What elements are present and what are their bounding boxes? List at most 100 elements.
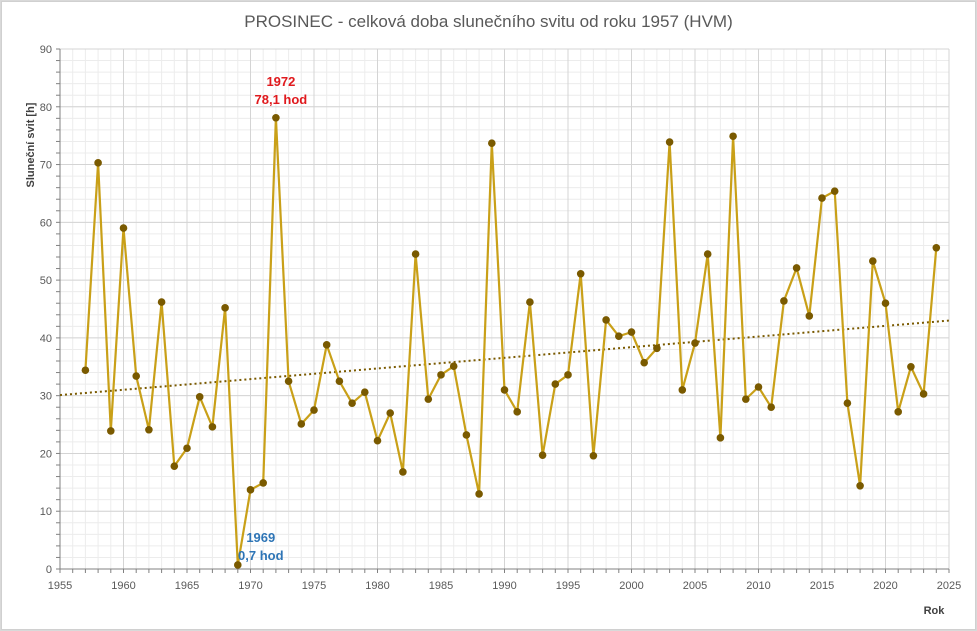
y-tick-label: 20 xyxy=(40,448,52,460)
y-axis-label: Sluneční svit [h] xyxy=(25,102,37,187)
min-annotation-value: 0,7 hod xyxy=(238,548,284,563)
data-point xyxy=(894,408,902,416)
y-tick-label: 40 xyxy=(40,333,52,345)
data-point xyxy=(107,427,115,435)
data-point xyxy=(576,269,585,278)
annotations: 1972 78,1 hod 1969 0,7 hod xyxy=(238,74,307,563)
data-point xyxy=(754,383,763,391)
x-tick-label: 2020 xyxy=(873,580,897,592)
data-point xyxy=(297,420,306,428)
data-point xyxy=(386,409,395,417)
data-point xyxy=(653,344,661,353)
data-point xyxy=(157,298,166,306)
data-point xyxy=(792,264,801,272)
data-point xyxy=(462,431,471,439)
data-point xyxy=(221,304,229,312)
data-point xyxy=(551,380,560,388)
x-tick-label: 2010 xyxy=(746,580,770,592)
data-point xyxy=(411,250,420,258)
data-point xyxy=(94,159,102,167)
x-axis-label: Rok xyxy=(924,605,946,617)
data-point xyxy=(208,423,217,431)
data-point xyxy=(488,139,496,147)
trendline-line xyxy=(59,319,950,397)
data-point xyxy=(919,390,928,398)
x-tick-label: 1970 xyxy=(238,580,262,592)
data-point xyxy=(361,388,369,397)
data-point xyxy=(373,436,382,445)
data-point xyxy=(526,298,534,306)
data-point xyxy=(132,372,140,380)
data-point xyxy=(678,386,687,394)
series-line xyxy=(84,116,938,567)
data-point xyxy=(615,332,623,340)
data-point xyxy=(640,358,648,367)
data-point xyxy=(335,377,344,386)
data-point xyxy=(716,434,725,442)
data-point xyxy=(830,187,839,195)
data-point xyxy=(234,561,242,569)
data-point xyxy=(665,138,674,146)
data-point xyxy=(869,257,877,265)
data-point xyxy=(703,250,712,258)
data-point xyxy=(932,243,941,252)
data-point xyxy=(513,408,521,416)
max-annotation-value: 78,1 hod xyxy=(255,92,308,107)
data-point xyxy=(780,297,788,305)
trendline xyxy=(59,319,950,397)
x-tick-label: 1980 xyxy=(365,580,389,592)
x-tick-label: 1955 xyxy=(48,580,72,592)
x-tick-label: 1990 xyxy=(492,580,516,592)
data-point xyxy=(449,362,458,371)
data-point xyxy=(195,393,204,401)
y-tick-label: 80 xyxy=(40,102,52,114)
chart-title: PROSINEC - celková doba slunečního svitu… xyxy=(244,12,733,31)
data-point xyxy=(767,403,775,412)
data-point xyxy=(183,444,191,453)
data-point xyxy=(564,371,572,379)
data-point xyxy=(818,194,826,202)
data-point xyxy=(399,468,407,476)
x-tick-label: 1985 xyxy=(429,580,453,592)
x-tick-label: 2005 xyxy=(683,580,707,592)
data-point xyxy=(272,113,280,122)
data-point xyxy=(627,328,636,336)
data-point xyxy=(742,395,750,403)
data-point xyxy=(589,451,598,460)
y-tick-label: 60 xyxy=(40,217,52,229)
data-point xyxy=(437,371,445,379)
data-point xyxy=(119,224,128,232)
data-point xyxy=(907,362,915,371)
x-tick-labels: 1955 1960 1965 1970 1975 1980 1985 1990 1995 2000… xyxy=(48,580,961,592)
data-point xyxy=(475,490,483,498)
x-tick-label: 1960 xyxy=(111,580,135,592)
data-point xyxy=(322,341,331,349)
x-tick-label: 2015 xyxy=(810,580,834,592)
data-series xyxy=(81,113,941,569)
x-tick-label: 2000 xyxy=(619,580,643,592)
data-point xyxy=(348,399,356,407)
data-point xyxy=(856,482,864,490)
data-point xyxy=(246,486,255,494)
x-tick-label: 1975 xyxy=(302,580,326,592)
data-point xyxy=(602,316,610,324)
x-tick-label: 1995 xyxy=(556,580,580,592)
data-point xyxy=(805,312,814,320)
data-point xyxy=(310,406,318,414)
y-tick-label: 70 xyxy=(40,160,52,172)
data-point xyxy=(881,299,890,308)
y-tick-label: 30 xyxy=(40,391,52,403)
data-point xyxy=(691,339,699,347)
major-gridlines xyxy=(59,48,950,570)
data-point xyxy=(538,451,547,459)
y-tick-label: 10 xyxy=(40,506,52,518)
data-point xyxy=(259,479,268,487)
y-tick-label: 0 xyxy=(46,564,52,576)
data-point xyxy=(170,462,179,470)
y-tick-labels: 0 10 20 30 40 50 60 70 80 90 xyxy=(40,44,52,576)
data-point xyxy=(424,395,433,403)
data-point xyxy=(145,425,153,434)
x-tick-label: 1965 xyxy=(175,580,199,592)
min-annotation-year: 1969 xyxy=(246,530,275,545)
